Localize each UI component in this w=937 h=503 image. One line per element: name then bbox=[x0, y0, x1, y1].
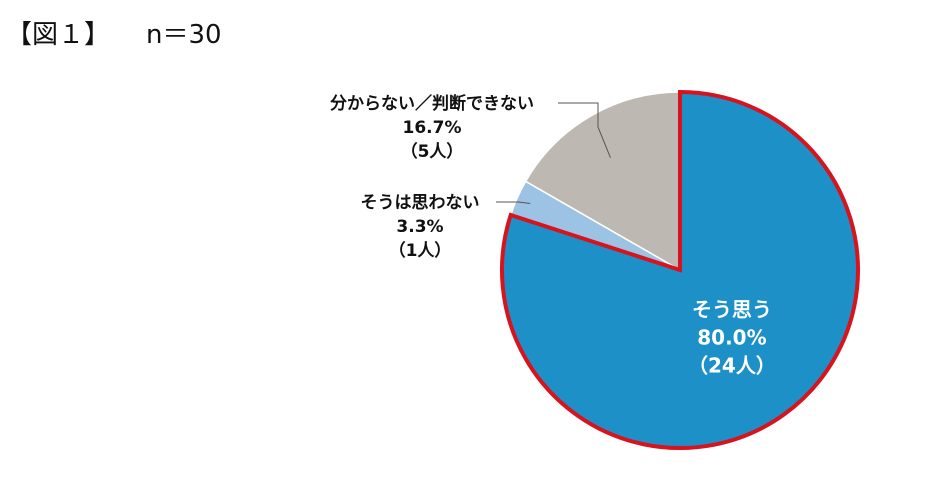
leader-line bbox=[558, 102, 611, 158]
slice-label: 分からない／判断できない bbox=[330, 93, 534, 114]
sample-size-label: n＝30 bbox=[146, 20, 222, 50]
slice-percent-label: 16.7% bbox=[403, 118, 462, 138]
pie-slice bbox=[524, 91, 681, 272]
slice-count-label: （24人） bbox=[688, 353, 776, 377]
pie-slices bbox=[499, 89, 860, 450]
figure-header: 【図１】 n＝30 bbox=[6, 14, 222, 51]
slice-count-label: （5人） bbox=[401, 141, 464, 162]
figure-label: 【図１】 bbox=[6, 20, 111, 50]
slice-percent-label: 3.3% bbox=[396, 217, 443, 237]
slice-count-label: （1人） bbox=[389, 240, 452, 261]
slice-label: そうは思わない bbox=[361, 193, 480, 213]
slice-percent-label: 80.0% bbox=[697, 325, 766, 349]
pie-labels: そう思う 80.0% （24人） そうは思わない 3.3% （1人） 分からない／判断できな… bbox=[330, 93, 776, 377]
pie-slice-highlighted bbox=[499, 89, 860, 450]
slice-label: そう思う bbox=[692, 297, 772, 321]
leader-line bbox=[496, 201, 531, 204]
